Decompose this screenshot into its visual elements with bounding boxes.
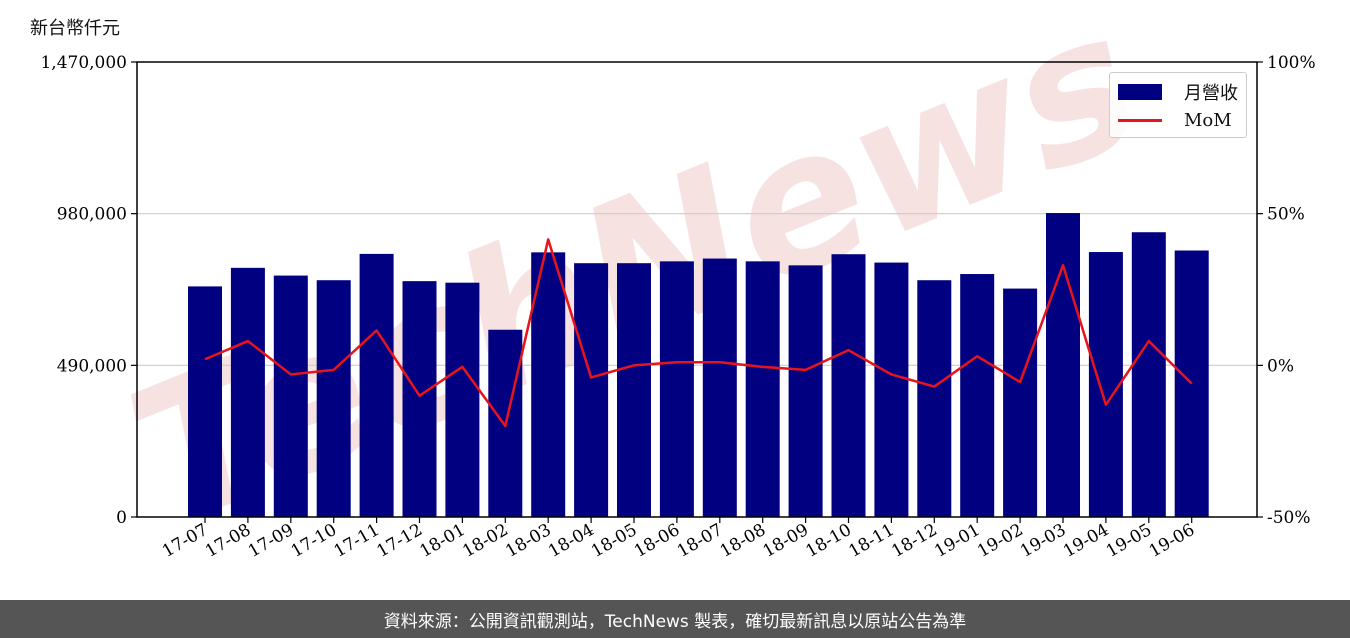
x-tick-label: 18-04 [545,520,597,562]
x-tick-label: 18-08 [717,520,769,562]
x-tick-label: 18-10 [803,520,855,562]
line-series [204,238,1193,428]
x-tick-label: 17-11 [331,520,383,562]
revenue-bar [960,274,995,517]
legend-label-revenue: 月營收 [1184,83,1238,104]
x-tick-label: 19-04 [1060,520,1112,562]
y-right-tick-label: 0% [1267,356,1294,376]
revenue-bar [874,262,909,517]
source-footer-text: 資料來源：公開資訊觀測站，TechNews 製表，確切最新訊息以原站公告為準 [383,611,967,632]
x-tick-label: 18-06 [631,520,683,562]
revenue-bar [359,253,394,517]
y-left-tick-label: 980,000 [57,205,127,225]
mom-line [204,238,1193,428]
revenue-bar [788,265,823,517]
revenue-bar [531,252,566,517]
y-left-tick-label: 0 [116,508,127,528]
x-tick-label: 18-11 [845,520,897,562]
x-tick-label: 18-12 [888,520,940,562]
x-tick-label: 19-01 [931,520,983,562]
revenue-bar [617,263,651,517]
legend-line-swatch [1118,118,1162,122]
revenue-bar [273,275,308,517]
x-tick-label: 19-03 [1017,520,1069,562]
legend-label-mom: MoM [1184,109,1232,131]
revenue-bar [917,280,952,517]
x-tick-label: 17-10 [288,520,340,562]
x-tick-label: 19-06 [1146,520,1198,562]
x-tick-label: 17-12 [374,520,426,562]
legend: 月營收 MoM [1109,72,1247,138]
y-right-tick-label: -50% [1267,508,1311,528]
revenue-bar [1131,232,1166,517]
revenue-bar [316,280,351,517]
x-tick-label: 18-05 [588,520,640,562]
revenue-chart: TechNews 0490,000980,0001,470,000-50%0%5… [40,0,1316,570]
revenue-bar [659,261,694,517]
x-tick-label: 18-02 [459,520,511,562]
revenue-bar [402,281,437,517]
x-tick-label: 18-03 [502,520,554,562]
bar-series [188,213,1209,518]
revenue-bar [1046,213,1080,518]
y-right-tick-label: 100% [1267,53,1316,73]
x-tick-label: 18-09 [760,520,812,562]
revenue-bar [230,267,265,517]
y-left-tick-label: 1,470,000 [40,53,127,73]
revenue-bar [745,261,780,517]
revenue-bar [445,282,480,517]
revenue-bar [1174,250,1209,517]
revenue-bar [831,254,866,517]
revenue-bar [574,263,609,517]
y-left-tick-label: 490,000 [57,356,127,376]
x-tick-label: 18-01 [416,520,468,562]
revenue-bar [1088,252,1123,518]
legend-item-revenue: 月營收 [1118,79,1238,105]
revenue-bar [188,286,222,517]
x-tick-label: 18-07 [674,520,726,562]
unit-label: 新台幣仟元 [30,18,120,39]
legend-item-mom: MoM [1118,107,1232,133]
revenue-bar [702,258,737,517]
x-tick-label: 19-05 [1103,520,1155,562]
legend-bar-swatch [1118,84,1162,100]
x-tick-label: 19-02 [974,520,1026,562]
y-right-tick-label: 50% [1267,205,1305,225]
plot-frame [136,61,1258,518]
revenue-bar [1003,288,1038,517]
source-footer: 資料來源：公開資訊觀測站，TechNews 製表，確切最新訊息以原站公告為準 [0,600,1350,638]
